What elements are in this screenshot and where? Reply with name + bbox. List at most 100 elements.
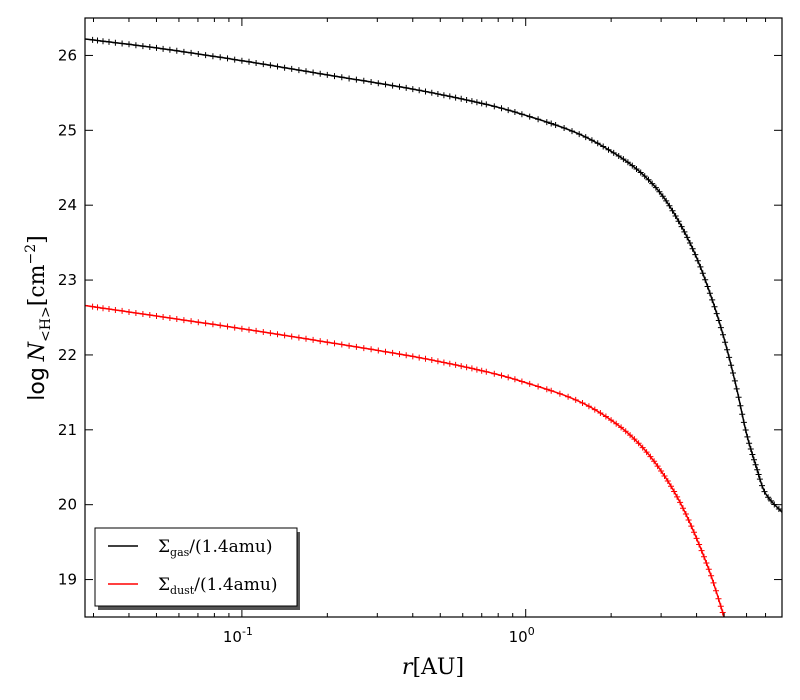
marker-1-25 (253, 327, 260, 334)
marker-1-6 (119, 307, 126, 314)
marker-0-24 (246, 58, 252, 65)
marker-1-93 (668, 483, 674, 490)
series-line-0 (85, 38, 782, 513)
marker-1-80 (618, 424, 625, 431)
marker-1-101 (691, 529, 697, 536)
y-tick-label-3: 22 (58, 346, 77, 364)
marker-0-31 (295, 67, 302, 74)
marker-0-80 (615, 153, 622, 159)
marker-1-50 (428, 357, 435, 363)
marker-0-54 (452, 94, 459, 101)
marker-0-90 (656, 188, 663, 195)
marker-0-133 (754, 466, 761, 473)
y-tick-label-1: 20 (58, 496, 77, 514)
marker-1-41 (368, 346, 375, 353)
marker-1-82 (627, 432, 634, 439)
marker-0-40 (360, 77, 367, 84)
marker-0-65 (518, 111, 525, 118)
marker-0-127 (744, 433, 751, 440)
marker-1-76 (597, 410, 604, 416)
marker-1-16 (188, 318, 195, 325)
marker-1-100 (688, 523, 695, 530)
marker-1-53 (446, 360, 453, 367)
marker-0-108 (706, 290, 713, 297)
legend-label-dust: Σdust/(1.4amu) (158, 575, 277, 597)
marker-0-7 (126, 41, 132, 48)
marker-1-8 (132, 310, 139, 316)
marker-0-87 (645, 176, 652, 183)
marker-0-8 (132, 42, 139, 49)
marker-0-62 (498, 105, 505, 112)
legend-label-gas: Σgas/(1.4amu) (158, 537, 273, 559)
marker-0-104 (697, 263, 704, 270)
marker-1-87 (647, 453, 654, 460)
marker-0-88 (649, 180, 656, 187)
marker-0-53 (446, 93, 453, 100)
marker-0-97 (678, 223, 685, 230)
x-axis-label: r[AU] (402, 655, 464, 680)
marker-1-15 (180, 317, 187, 324)
marker-0-2 (94, 37, 101, 44)
marker-1-31 (295, 334, 302, 341)
marker-1-45 (396, 351, 403, 358)
marker-0-44 (389, 82, 396, 89)
marker-0-46 (403, 84, 410, 91)
marker-0-110 (711, 303, 718, 310)
marker-0-15 (180, 48, 187, 55)
marker-1-97 (680, 505, 686, 512)
legend: Σgas/(1.4amu) Σdust/(1.4amu) (94, 527, 300, 610)
marker-1-63 (505, 374, 512, 381)
marker-1-3 (100, 305, 106, 312)
marker-1-17 (195, 319, 202, 326)
marker-1-73 (579, 400, 586, 406)
marker-1-38 (346, 342, 353, 349)
marker-0-111 (713, 310, 720, 317)
marker-1-111 (715, 595, 722, 602)
y-axis-label: logN<H>[cm−2] (23, 235, 54, 400)
marker-0-103 (694, 257, 701, 264)
marker-0-67 (535, 116, 542, 123)
marker-1-104 (698, 547, 705, 554)
marker-0-66 (526, 113, 533, 120)
marker-0-55 (458, 95, 465, 102)
marker-0-33 (310, 69, 317, 76)
marker-1-112 (717, 603, 724, 610)
marker-1-2 (94, 304, 101, 311)
marker-0-81 (620, 156, 627, 163)
marker-0-132 (752, 461, 759, 468)
marker-0-85 (637, 169, 644, 176)
marker-1-85 (639, 444, 646, 451)
marker-0-126 (742, 427, 749, 433)
ticks-layer: 19 20 21 22 23 24 25 26 10-1 100 (58, 18, 783, 646)
marker-1-57 (468, 365, 475, 372)
marker-0-75 (588, 137, 595, 144)
marker-0-27 (267, 62, 274, 69)
marker-0-25 (253, 60, 260, 66)
y-tick-label-5: 24 (58, 196, 77, 214)
marker-0-124 (739, 411, 746, 418)
marker-1-42 (375, 347, 382, 354)
marker-0-98 (681, 228, 688, 235)
marker-1-60 (483, 368, 490, 375)
marker-0-102 (692, 251, 699, 258)
marker-1-46 (403, 352, 410, 359)
marker-0-42 (375, 80, 382, 87)
marker-0-137 (761, 488, 768, 495)
marker-0-20 (217, 54, 224, 61)
marker-1-74 (585, 403, 592, 410)
marker-1-21 (224, 323, 231, 330)
marker-1-78 (608, 417, 615, 424)
marker-0-78 (605, 146, 612, 153)
y-tick-label-0: 19 (58, 571, 77, 589)
marker-1-83 (631, 436, 638, 443)
y-tick-label-2: 21 (58, 421, 77, 439)
marker-1-26 (260, 329, 267, 335)
marker-1-96 (677, 499, 684, 506)
marker-0-129 (747, 446, 754, 452)
marker-0-112 (715, 317, 722, 324)
marker-1-88 (651, 458, 658, 465)
marker-1-110 (713, 587, 719, 594)
marker-0-6 (119, 40, 126, 47)
marker-0-121 (733, 385, 740, 392)
marker-0-30 (288, 65, 295, 72)
